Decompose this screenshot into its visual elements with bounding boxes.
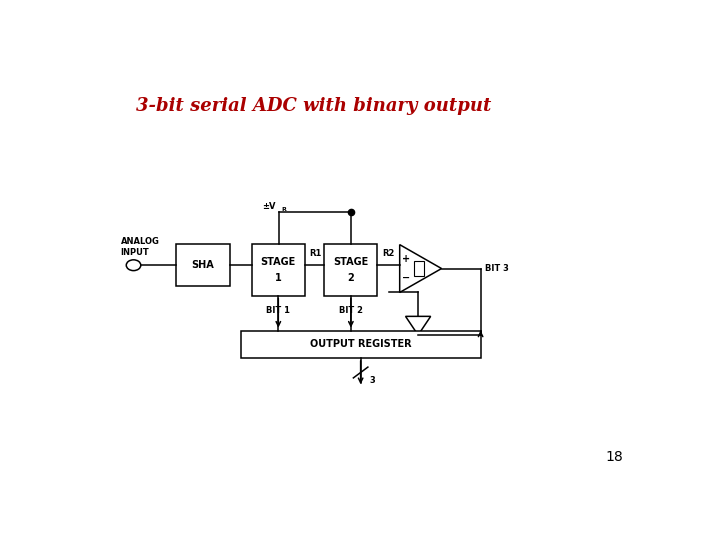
FancyBboxPatch shape (240, 331, 481, 358)
Text: 2: 2 (348, 273, 354, 283)
Text: R1: R1 (310, 249, 322, 258)
Polygon shape (405, 316, 431, 335)
Text: R: R (282, 207, 287, 212)
Text: SHA: SHA (192, 260, 215, 270)
FancyBboxPatch shape (414, 261, 423, 276)
Text: 3: 3 (369, 376, 375, 386)
Text: ±V: ±V (262, 201, 276, 211)
Text: 1: 1 (275, 273, 282, 283)
Text: BIT 1: BIT 1 (266, 306, 290, 315)
Text: BIT 3: BIT 3 (485, 264, 509, 273)
FancyBboxPatch shape (176, 245, 230, 286)
Text: +: + (402, 254, 410, 265)
Text: STAGE: STAGE (333, 257, 369, 267)
FancyBboxPatch shape (324, 244, 377, 295)
Text: STAGE: STAGE (261, 257, 296, 267)
Text: −: − (402, 273, 410, 282)
Text: 3-bit serial ADC with binary output: 3-bit serial ADC with binary output (135, 97, 491, 116)
Text: INPUT: INPUT (121, 248, 150, 257)
Polygon shape (400, 245, 441, 293)
Text: R2: R2 (382, 249, 395, 258)
Text: 18: 18 (605, 450, 623, 464)
FancyBboxPatch shape (252, 244, 305, 295)
Text: OUTPUT REGISTER: OUTPUT REGISTER (310, 340, 411, 349)
Text: ANALOG: ANALOG (121, 237, 160, 246)
Text: BIT 2: BIT 2 (339, 306, 363, 315)
